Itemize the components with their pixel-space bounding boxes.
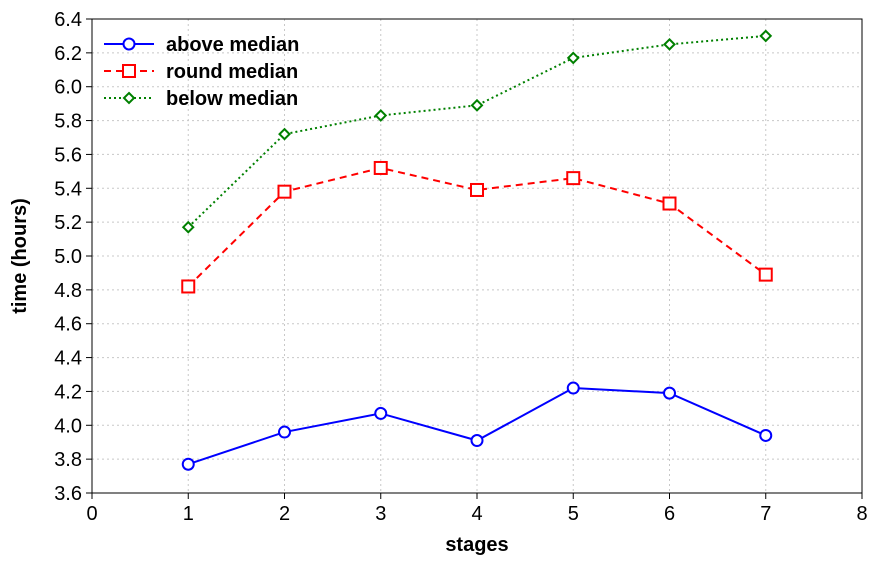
series-group xyxy=(181,29,773,471)
y-axis-title: time (hours) xyxy=(9,198,31,314)
y-tick-label: 6.0 xyxy=(54,77,82,99)
data-point xyxy=(759,428,773,442)
legend-marker xyxy=(122,64,136,78)
legend-label: above median xyxy=(166,34,299,56)
legend-marker xyxy=(122,37,136,51)
data-point xyxy=(278,127,291,141)
x-tick-label: 5 xyxy=(568,503,579,525)
y-tick-label: 6.2 xyxy=(54,43,82,65)
x-tick-label: 7 xyxy=(760,503,771,525)
y-tick-label: 4.8 xyxy=(54,280,82,302)
data-point xyxy=(181,279,196,294)
data-point xyxy=(566,171,581,186)
y-tick-label: 3.6 xyxy=(54,483,82,505)
data-point xyxy=(374,406,388,420)
x-tick-label: 0 xyxy=(86,503,97,525)
legend-item: below median xyxy=(104,88,298,110)
legend-label: round median xyxy=(166,61,298,83)
y-tick-label: 5.6 xyxy=(54,144,82,166)
grid xyxy=(92,19,862,493)
series-round-median xyxy=(181,160,773,294)
x-axis-title: stages xyxy=(445,534,508,556)
data-point xyxy=(470,182,484,197)
data-point xyxy=(374,109,388,122)
data-point xyxy=(181,457,195,471)
x-tick-label: 2 xyxy=(279,503,290,525)
data-point xyxy=(470,98,484,112)
data-point xyxy=(566,51,580,65)
y-tick-label: 4.6 xyxy=(54,314,82,336)
data-point xyxy=(373,160,388,175)
x-tick-label: 8 xyxy=(856,503,867,525)
data-point xyxy=(663,386,676,400)
y-axis: 3.6 3.8 4.0 4.2 4.4 4.6 4.8 5.0 5.2 5.4 5.6 5.8 6.0 6… xyxy=(54,9,92,505)
y-tick-label: 5.2 xyxy=(54,212,82,234)
series-above-median xyxy=(181,381,773,471)
y-tick-label: 5.4 xyxy=(54,178,82,200)
y-tick-label: 5.8 xyxy=(54,111,82,133)
y-tick-label: 4.2 xyxy=(54,381,82,403)
x-tick-label: 3 xyxy=(375,503,386,525)
legend-item: above median xyxy=(104,34,299,56)
data-point xyxy=(758,267,773,282)
data-point xyxy=(277,184,292,199)
data-point xyxy=(663,37,676,51)
legend: above median round median below median xyxy=(104,34,299,110)
series-below-median xyxy=(181,29,773,234)
data-point xyxy=(278,425,291,439)
y-tick-label: 3.8 xyxy=(54,449,82,471)
y-tick-label: 4.0 xyxy=(54,415,82,437)
x-tick-label: 1 xyxy=(183,503,194,525)
data-point xyxy=(181,220,195,234)
legend-marker xyxy=(122,91,136,105)
y-tick-label: 4.4 xyxy=(54,348,82,370)
data-point xyxy=(470,434,484,448)
x-tick-label: 6 xyxy=(664,503,675,525)
y-tick-label: 6.4 xyxy=(54,9,82,31)
x-axis: 0 1 2 3 4 5 6 7 8 xyxy=(86,493,868,525)
x-tick-label: 4 xyxy=(471,503,482,525)
data-point xyxy=(759,29,773,43)
data-point xyxy=(662,196,677,211)
legend-label: below median xyxy=(166,88,298,110)
legend-item: round median xyxy=(104,61,298,83)
y-tick-label: 5.0 xyxy=(54,246,82,268)
data-point xyxy=(566,381,580,395)
